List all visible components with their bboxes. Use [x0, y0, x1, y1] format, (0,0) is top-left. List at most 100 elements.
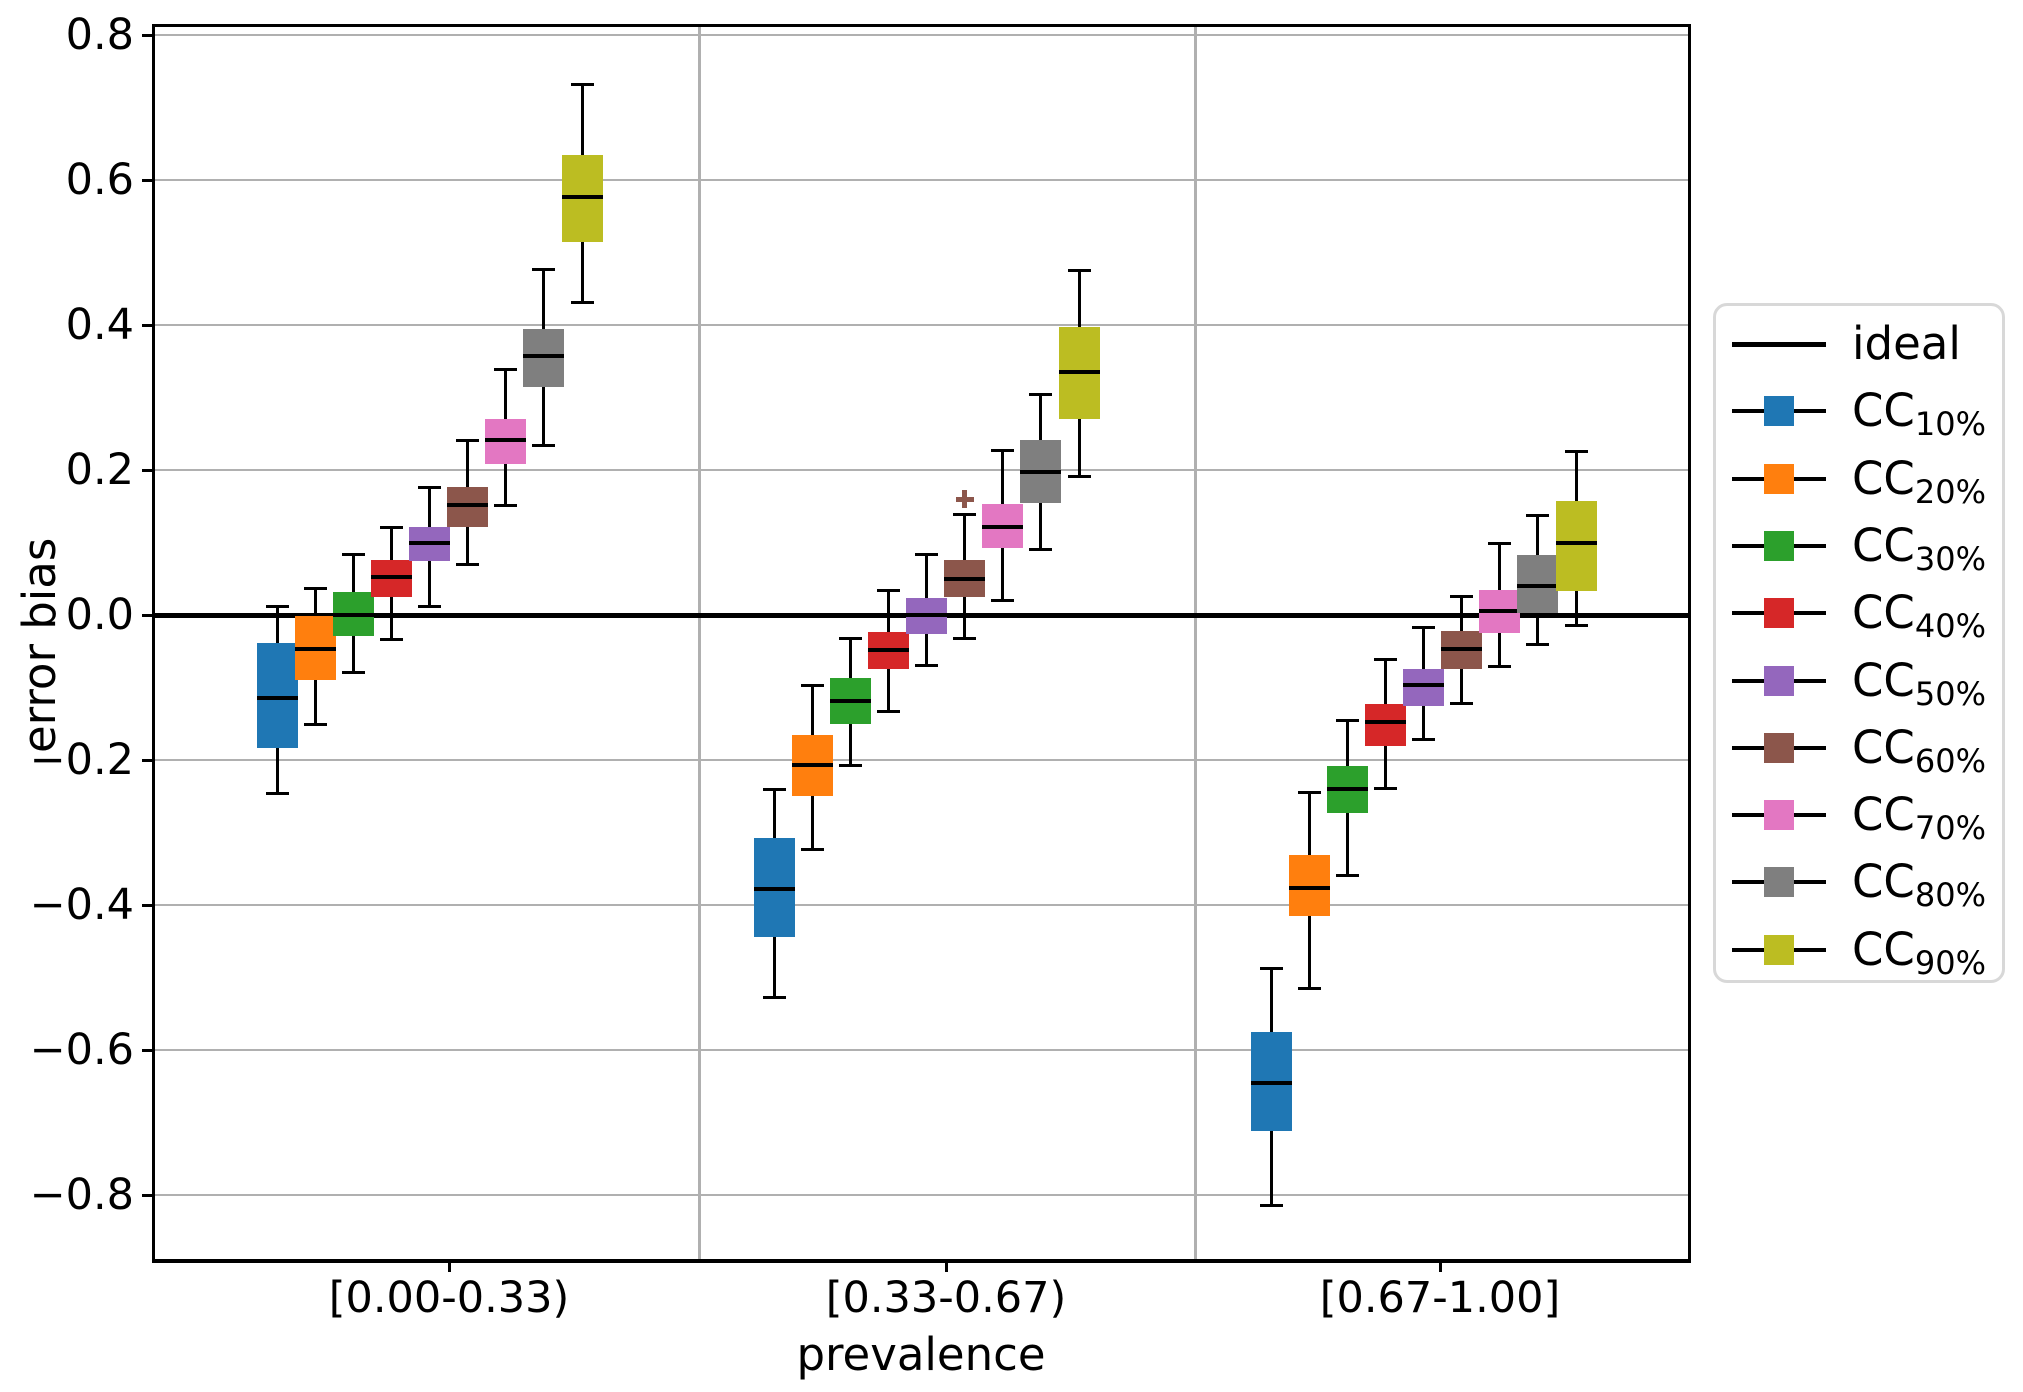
- whisker-cap-bottom: [953, 637, 977, 641]
- whisker-cap-top: [456, 439, 480, 443]
- whisker-cap-bottom: [1526, 643, 1550, 647]
- median-line: [1555, 541, 1597, 546]
- median-line: [1250, 1080, 1292, 1085]
- legend-label-subscript: 80%: [1914, 876, 1986, 915]
- legend-label: CC90%: [1852, 922, 1986, 982]
- median-line: [867, 647, 909, 652]
- y-tick-label: 0.8: [65, 9, 134, 60]
- panel-separator: [698, 27, 701, 1259]
- whisker-cap-top: [1564, 450, 1588, 454]
- legend-color-swatch: [1764, 732, 1794, 763]
- legend-color-swatch: [1764, 396, 1794, 427]
- y-gridline: [155, 904, 1688, 907]
- median-line: [1288, 886, 1330, 891]
- median-line: [1364, 720, 1406, 725]
- legend-color-swatch: [1764, 867, 1794, 898]
- whisker-cap-bottom: [1067, 474, 1091, 478]
- box-CC40%: [1364, 704, 1406, 746]
- median-line: [1326, 787, 1368, 792]
- legend-color-swatch: [1764, 665, 1794, 696]
- whisker-cap-bottom: [1412, 738, 1435, 742]
- legend-entry-CC50%: CC50%: [1716, 651, 2002, 713]
- median-line: [1403, 683, 1444, 688]
- whisker-cap-bottom: [876, 709, 900, 713]
- box-CC10%: [256, 642, 298, 748]
- y-gridline: [155, 1049, 1688, 1052]
- y-axis-tick: [142, 614, 155, 618]
- whisker-cap-top: [1412, 626, 1435, 630]
- whisker-cap-top: [1259, 967, 1283, 971]
- legend-label: CC60%: [1852, 720, 1986, 780]
- outlier-marker: [955, 496, 974, 502]
- legend-label: CC20%: [1852, 451, 1986, 511]
- legend-label: CC70%: [1852, 788, 1986, 848]
- whisker-cap-bottom: [1335, 874, 1359, 878]
- legend-color-swatch: [1764, 598, 1794, 629]
- whisker-cap-bottom: [341, 671, 365, 675]
- bottom-spine: [152, 1259, 1691, 1263]
- whisker-cap-bottom: [1297, 986, 1321, 990]
- y-gridline: [155, 469, 1688, 472]
- whisker-cap-top: [1067, 268, 1091, 272]
- median-line: [485, 438, 527, 443]
- legend-label-subscript: 30%: [1914, 539, 1986, 578]
- y-gridline: [155, 759, 1688, 762]
- legend: ideal CC10% CC20% CC30% CC40% CC50% CC60% CC70%…: [1713, 303, 2005, 983]
- legend-label-subscript: 90%: [1914, 943, 1986, 982]
- median-line: [1441, 647, 1483, 652]
- whisker-cap-bottom: [838, 764, 862, 768]
- y-tick-label: 0.0: [65, 590, 134, 641]
- legend-color-swatch: [1764, 463, 1794, 494]
- legend-entry-CC40%: CC40%: [1716, 583, 2002, 646]
- whisker-cap-top: [762, 788, 786, 792]
- whisker-cap-bottom: [762, 995, 786, 999]
- median-line: [523, 354, 565, 359]
- median-line: [370, 575, 412, 580]
- y-tick-label: 0.6: [65, 155, 134, 205]
- whisker-cap-top: [341, 553, 365, 557]
- y-axis-tick: [142, 469, 155, 473]
- legend-label: CC50%: [1852, 653, 1986, 713]
- right-spine: [1688, 24, 1691, 1262]
- y-tick-label: −0.8: [29, 1170, 134, 1221]
- legend-entry-ideal: ideal: [1716, 314, 2002, 374]
- x-axis-tick: [1439, 1259, 1442, 1272]
- legend-label: CC30%: [1852, 518, 1986, 578]
- whisker-cap-top: [991, 449, 1015, 453]
- median-line: [944, 576, 986, 581]
- whisker-cap-bottom: [494, 503, 518, 507]
- whisker-cap-top: [303, 587, 327, 591]
- legend-label: CC40%: [1852, 586, 1986, 646]
- box-CC90%: [1555, 500, 1597, 592]
- whisker-cap-top: [1335, 719, 1359, 723]
- legend-label-subscript: 50%: [1914, 674, 1986, 713]
- y-axis-tick: [142, 759, 155, 763]
- y-axis-tick: [142, 1194, 155, 1198]
- box-CC80%: [1517, 554, 1559, 613]
- legend-entry-CC60%: CC60%: [1716, 718, 2002, 780]
- x-axis-tick: [945, 1259, 948, 1272]
- legend-entry-CC10%: CC10%: [1716, 381, 2002, 443]
- whisker-cap-top: [494, 367, 518, 371]
- median-line: [1517, 584, 1559, 589]
- median-line: [791, 763, 833, 768]
- whisker-cap-bottom: [418, 605, 441, 609]
- legend-color-swatch: [1764, 934, 1794, 965]
- median-line: [906, 613, 947, 618]
- whisker-cap-bottom: [265, 791, 289, 795]
- whisker-cap-top: [800, 684, 824, 688]
- whisker-cap-top: [1297, 791, 1321, 794]
- left-spine: [152, 24, 155, 1262]
- legend-entry-CC30%: CC30%: [1716, 516, 2002, 578]
- whisker-cap-bottom: [1029, 548, 1053, 552]
- median-line: [561, 194, 603, 199]
- whisker-cap-bottom: [1450, 701, 1474, 705]
- whisker-cap-top: [876, 589, 900, 593]
- median-line: [1058, 370, 1100, 375]
- whisker-cap-top: [1526, 514, 1550, 517]
- legend-entry-CC80%: CC80%: [1716, 852, 2002, 915]
- box-CC50%: [1403, 668, 1444, 707]
- whisker-cap-top: [838, 637, 862, 641]
- median-line: [447, 502, 489, 507]
